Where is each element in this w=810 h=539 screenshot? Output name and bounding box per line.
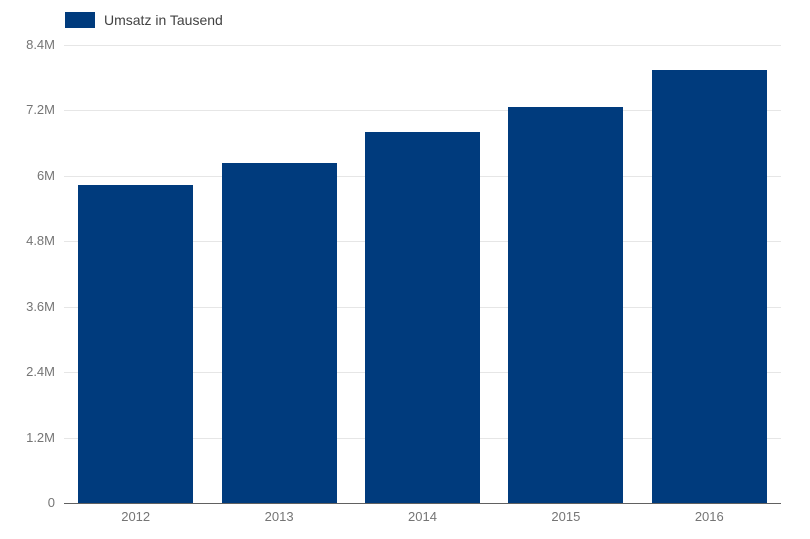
legend-swatch	[65, 12, 95, 28]
y-axis-tick-label: 8.4M	[26, 37, 55, 52]
y-axis-tick-label: 6M	[36, 167, 55, 183]
legend-label: Umsatz in Tausend	[104, 12, 223, 28]
y-axis-tick-label: 7.2M	[26, 102, 55, 118]
plot-area	[64, 45, 781, 504]
y-axis-tick-label: 1.2M	[26, 429, 55, 445]
gridline	[64, 110, 781, 112]
y-axis-tick-label: 0	[47, 495, 55, 510]
x-axis-tick-label: 2016	[694, 509, 724, 524]
bar-2012[interactable]	[78, 185, 194, 503]
x-axis-baseline	[64, 503, 781, 504]
bar-2015[interactable]	[508, 106, 624, 503]
legend: Umsatz in Tausend	[65, 12, 223, 28]
bar-2016[interactable]	[651, 70, 767, 503]
x-axis-tick-label: 2015	[551, 509, 581, 524]
x-axis-tick-label: 2014	[408, 509, 437, 524]
bar-2013[interactable]	[221, 162, 337, 503]
x-axis-tick-label: 2012	[121, 509, 151, 524]
bar-2014[interactable]	[365, 132, 480, 503]
y-axis-tick-label: 4.8M	[26, 233, 55, 249]
y-axis-tick-label: 3.6M	[26, 298, 55, 314]
x-axis-tick-label: 2013	[264, 509, 294, 524]
gridline	[64, 45, 781, 46]
y-axis-tick-label: 2.4M	[26, 364, 55, 380]
